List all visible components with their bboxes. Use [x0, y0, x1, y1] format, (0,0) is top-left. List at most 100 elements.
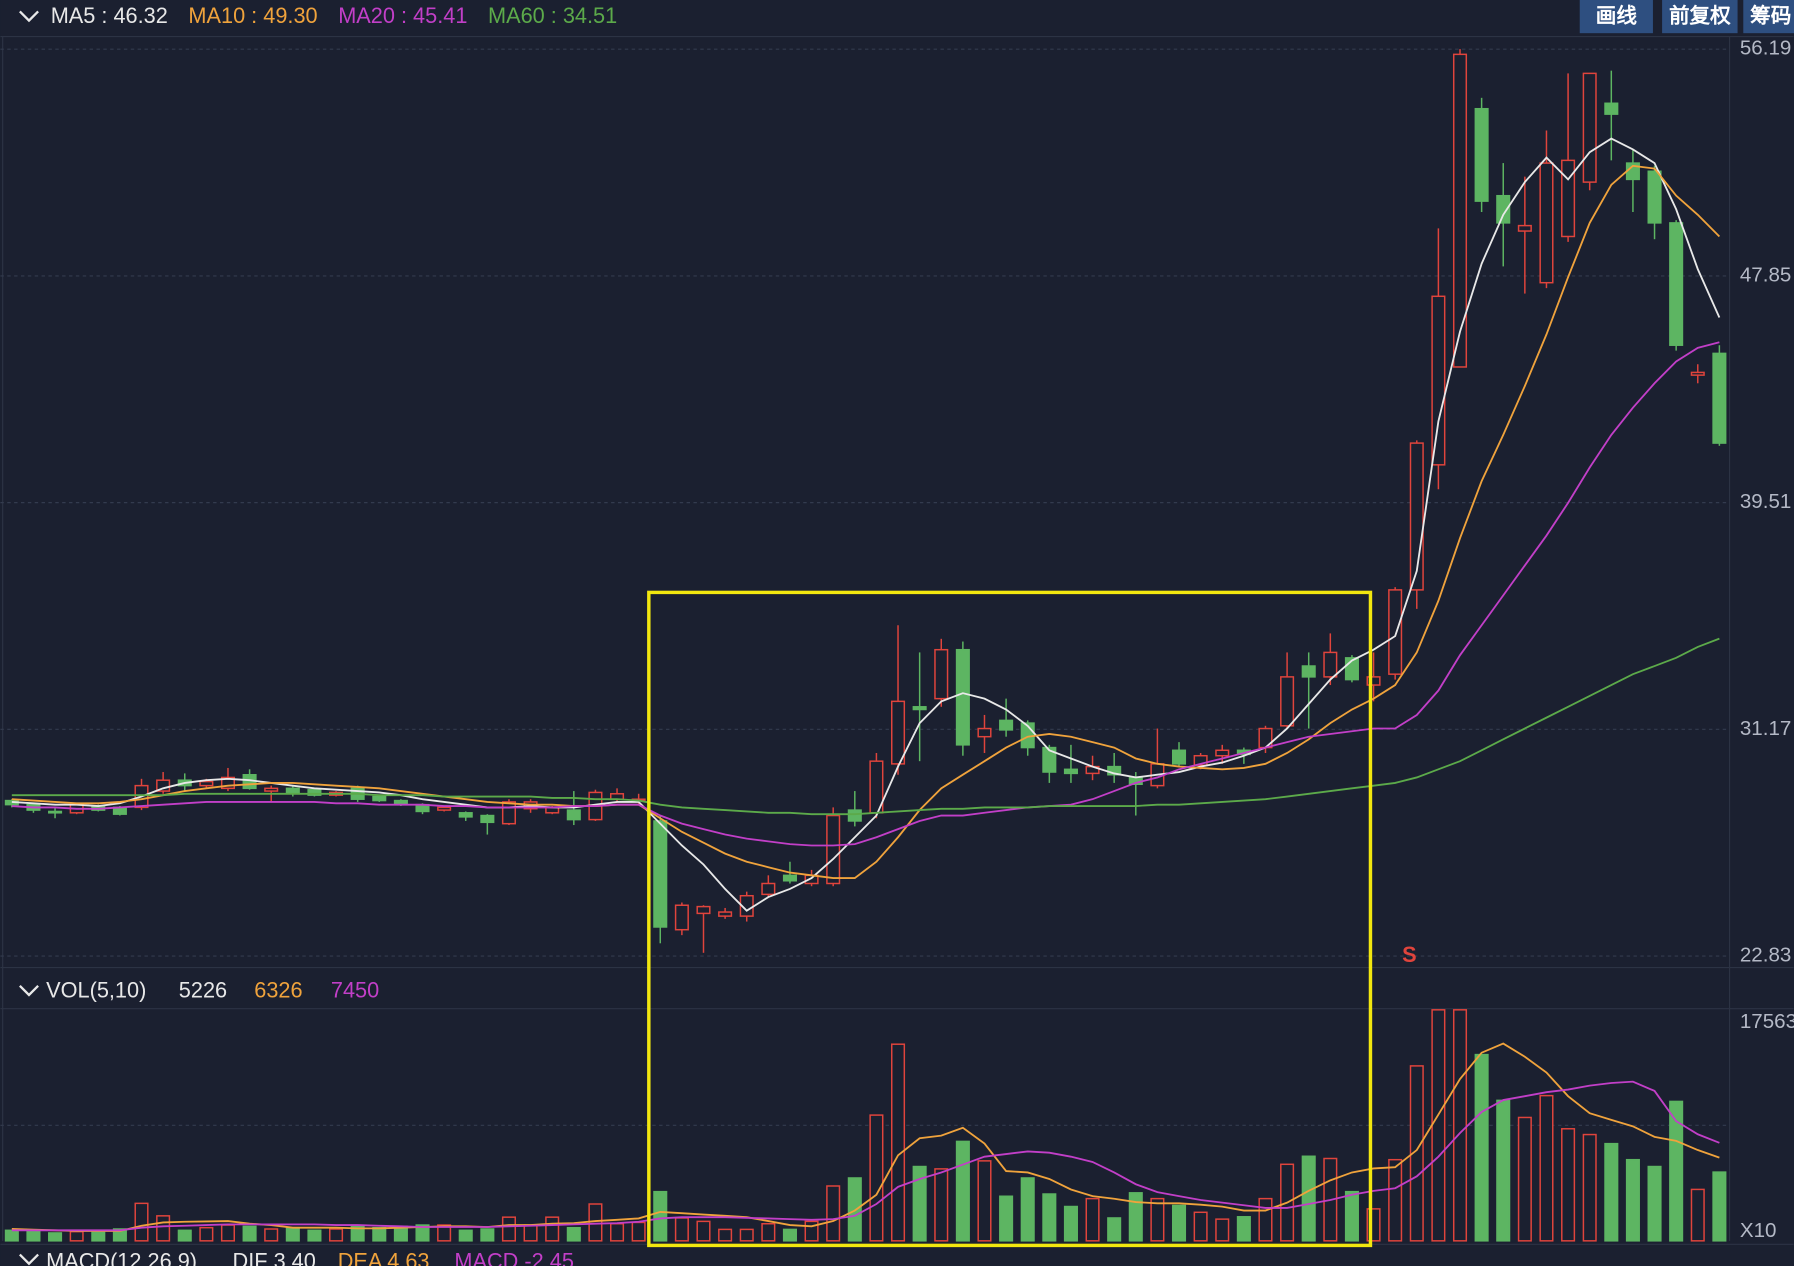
candle-body: [307, 788, 322, 796]
candle-body: [653, 820, 668, 928]
volume-bar: [480, 1228, 495, 1242]
volume-bar: [869, 1114, 884, 1242]
toolbar-button-label[interactable]: 画线: [1596, 4, 1638, 28]
toolbar-button[interactable]: [1743, 0, 1794, 34]
collapse-icon[interactable]: [19, 1253, 39, 1266]
toolbar-button-label[interactable]: 前复权: [1669, 4, 1731, 28]
candle-body: [696, 905, 711, 915]
candle-body: [501, 801, 516, 825]
candle-body: [566, 809, 581, 821]
volume-bar: [696, 1220, 711, 1242]
candle-body: [847, 809, 862, 822]
candle-body: [285, 787, 300, 794]
volume-bar: [804, 1220, 819, 1242]
candle-body: [674, 904, 689, 931]
candle-body: [156, 779, 171, 792]
ma-legend: MA5 : 46.32 MA10 : 49.30 MA20 : 45.41 MA60 …: [51, 3, 617, 28]
volume-bar: [1215, 1218, 1230, 1242]
candle-body: [199, 780, 214, 787]
volume-bar: [1452, 1009, 1468, 1242]
volume-bar: [1258, 1197, 1273, 1242]
vol-value: 5226: [179, 977, 227, 1002]
ma-line: [11, 164, 1721, 879]
candle-body: [826, 814, 841, 885]
volume-bar: [4, 1229, 19, 1242]
volume-bar: [1539, 1094, 1554, 1242]
y-tick-label: 47.85: [1740, 263, 1791, 286]
volume-bar: [890, 1043, 906, 1242]
volume-bar: [26, 1230, 41, 1242]
volume-bar: [1042, 1193, 1057, 1242]
volume-bar: [1561, 1128, 1576, 1242]
legend-entry: MA10 : 49.30: [188, 3, 317, 28]
macd-dea: DEA 4.63: [338, 1248, 430, 1266]
candle-body: [1452, 53, 1468, 368]
volume-bar: [1193, 1211, 1208, 1242]
candle-body: [480, 814, 495, 824]
macd-title: MACD(12,26,9): [46, 1248, 197, 1266]
volume-ma-line: [11, 1042, 1720, 1232]
candle-body: [1669, 222, 1684, 346]
volume-bar: [1388, 1158, 1403, 1242]
volume-bar: [1107, 1217, 1122, 1242]
collapse-icon[interactable]: [19, 985, 39, 997]
volume-bar: [242, 1225, 257, 1242]
macd-dif: DIF 3.40: [233, 1248, 316, 1266]
candle-body: [1517, 224, 1532, 232]
volume-ma-line: [11, 1080, 1720, 1232]
volume-bar: [999, 1195, 1014, 1242]
candle-body: [1388, 589, 1403, 675]
y-tick-label: X10: [1740, 1219, 1777, 1242]
y-tick-label: 31.17: [1740, 717, 1791, 740]
plot-area: 56.19 47.85 39.51 31.17 22.83 17563 X10: [0, 37, 1794, 1242]
candle-body: [1215, 749, 1230, 757]
y-tick-label: 17563: [1740, 1010, 1794, 1033]
candle-body: [1496, 194, 1511, 224]
candle-body: [912, 706, 927, 711]
volume-bar: [1474, 1053, 1489, 1242]
candle-body: [934, 648, 949, 700]
volume-bar: [934, 1168, 949, 1242]
vol-ma-value: 6326: [254, 977, 302, 1002]
volume-bar: [1647, 1165, 1662, 1242]
candle-body: [48, 810, 63, 814]
volume-bar: [718, 1228, 733, 1242]
candle-body: [1063, 768, 1078, 775]
volume-bar: [134, 1202, 149, 1242]
volume-bar: [1171, 1204, 1187, 1242]
candle-body: [782, 874, 797, 882]
volume-bar: [91, 1231, 106, 1242]
candle-body: [977, 727, 992, 738]
volume-bar: [437, 1224, 452, 1242]
volume-bar: [977, 1160, 992, 1242]
volume-bar: [220, 1224, 236, 1242]
collapse-icon[interactable]: [19, 10, 39, 23]
candle-body: [1301, 665, 1316, 678]
volume-bar: [653, 1190, 668, 1242]
volume-bar: [69, 1230, 84, 1242]
vol-ma-value: 7450: [331, 977, 379, 1002]
volume-bar: [674, 1217, 689, 1242]
volume-bar: [307, 1229, 322, 1242]
toolbar-button[interactable]: [1662, 0, 1738, 34]
volume-bar: [177, 1229, 192, 1242]
toolbar-button[interactable]: [1579, 0, 1653, 34]
volume-bar: [545, 1216, 560, 1242]
candle-body: [1474, 107, 1489, 202]
volume-bar: [588, 1203, 603, 1242]
candle-body: [1539, 162, 1554, 284]
candle-body: [1582, 72, 1597, 183]
legend-entry: MA60 : 34.51: [488, 3, 617, 28]
volume-bar: [631, 1221, 646, 1242]
volume-bar: [1669, 1100, 1684, 1242]
volume-bar: [1085, 1197, 1100, 1242]
volume-bar: [458, 1229, 473, 1242]
volume-bar: [48, 1232, 63, 1242]
y-tick-label: 39.51: [1740, 490, 1791, 513]
toolbar-button-label[interactable]: 筹码: [1750, 4, 1791, 28]
candle-body: [718, 911, 733, 917]
candle-body: [999, 719, 1014, 731]
ma-line: [11, 341, 1720, 847]
